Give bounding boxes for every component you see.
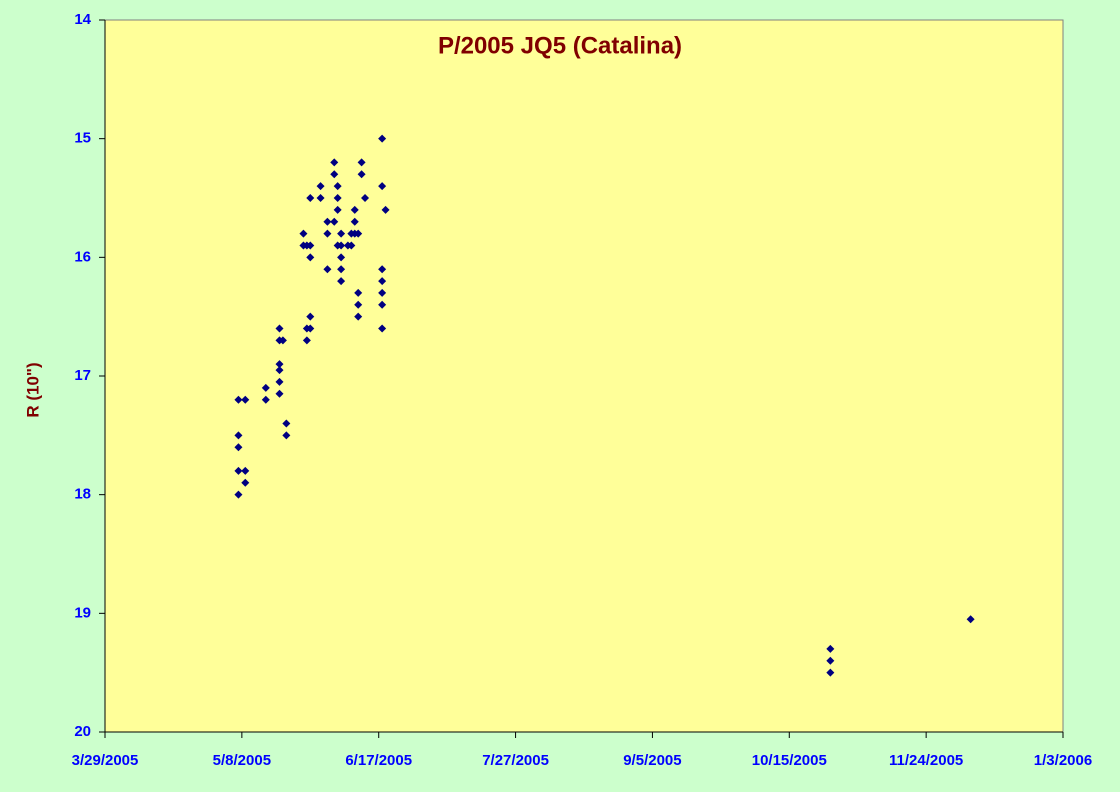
y-tick-label: 16: [74, 248, 91, 265]
data-point: [378, 134, 387, 143]
data-point: [261, 395, 270, 404]
data-point: [323, 229, 332, 238]
data-point: [354, 312, 363, 321]
data-point: [234, 431, 243, 440]
x-tick-label: 7/27/2005: [482, 752, 549, 769]
data-point: [261, 383, 270, 392]
data-point: [354, 288, 363, 297]
data-point: [378, 277, 387, 286]
data-point: [826, 668, 835, 677]
y-tick-label: 17: [74, 367, 91, 384]
data-point: [323, 265, 332, 274]
data-point: [378, 182, 387, 191]
x-tick-label: 1/3/2006: [1034, 752, 1092, 769]
x-tick-label: 9/5/2005: [623, 752, 681, 769]
data-point: [337, 265, 346, 274]
data-point: [306, 241, 315, 250]
data-point: [333, 205, 342, 214]
data-point: [333, 182, 342, 191]
x-tick-label: 11/24/2005: [889, 752, 963, 769]
data-point: [241, 478, 250, 487]
data-point: [282, 419, 291, 428]
data-point: [378, 300, 387, 309]
chart-title: P/2005 JQ5 (Catalina): [438, 32, 682, 59]
data-point: [234, 395, 243, 404]
data-point: [316, 182, 325, 191]
data-point: [337, 253, 346, 262]
data-point: [275, 366, 284, 375]
data-point: [330, 217, 339, 226]
data-point: [306, 194, 315, 202]
data-point: [275, 324, 284, 333]
data-point: [306, 324, 315, 333]
data-point: [337, 241, 346, 250]
data-point: [241, 395, 250, 404]
y-tick-label: 15: [74, 130, 91, 147]
data-point: [323, 217, 332, 226]
data-point: [354, 300, 363, 309]
data-point: [381, 205, 390, 214]
data-point: [361, 194, 370, 202]
data-point: [357, 170, 366, 179]
data-point: [241, 466, 250, 475]
x-tick-label: 10/15/2005: [752, 752, 827, 769]
x-tick-label: 5/8/2005: [213, 752, 271, 769]
data-point: [330, 158, 339, 167]
data-point: [826, 656, 835, 665]
data-point: [330, 170, 339, 179]
y-tick-label: 14: [74, 11, 91, 28]
x-tick-label: 3/29/2005: [72, 752, 139, 769]
y-tick-label: 20: [74, 723, 91, 740]
data-point: [306, 312, 315, 321]
y-axis-label: R (10"): [23, 362, 42, 417]
data-point: [350, 217, 359, 226]
data-point: [275, 377, 284, 386]
data-point: [350, 205, 359, 214]
data-point: [234, 490, 243, 499]
data-point: [302, 336, 311, 345]
x-tick-label: 6/17/2005: [345, 752, 412, 769]
data-point: [282, 431, 291, 440]
data-point: [347, 241, 356, 250]
data-point: [306, 253, 315, 262]
data-point: [337, 229, 346, 238]
data-point: [299, 229, 308, 238]
data-point: [316, 194, 325, 202]
data-point: [333, 194, 342, 202]
data-point: [826, 644, 835, 653]
data-point: [278, 336, 287, 345]
data-point: [357, 158, 366, 167]
y-tick-label: 18: [74, 486, 91, 503]
data-point: [234, 443, 243, 452]
data-point: [378, 265, 387, 274]
data-point: [275, 360, 284, 369]
data-point: [234, 466, 243, 475]
data-point: [378, 288, 387, 297]
data-point: [275, 389, 284, 398]
data-point: [337, 277, 346, 286]
plot-area: [104, 19, 1064, 733]
data-point: [378, 324, 387, 333]
data-point: [354, 229, 363, 238]
y-tick-label: 19: [74, 604, 91, 621]
data-point: [966, 615, 975, 624]
